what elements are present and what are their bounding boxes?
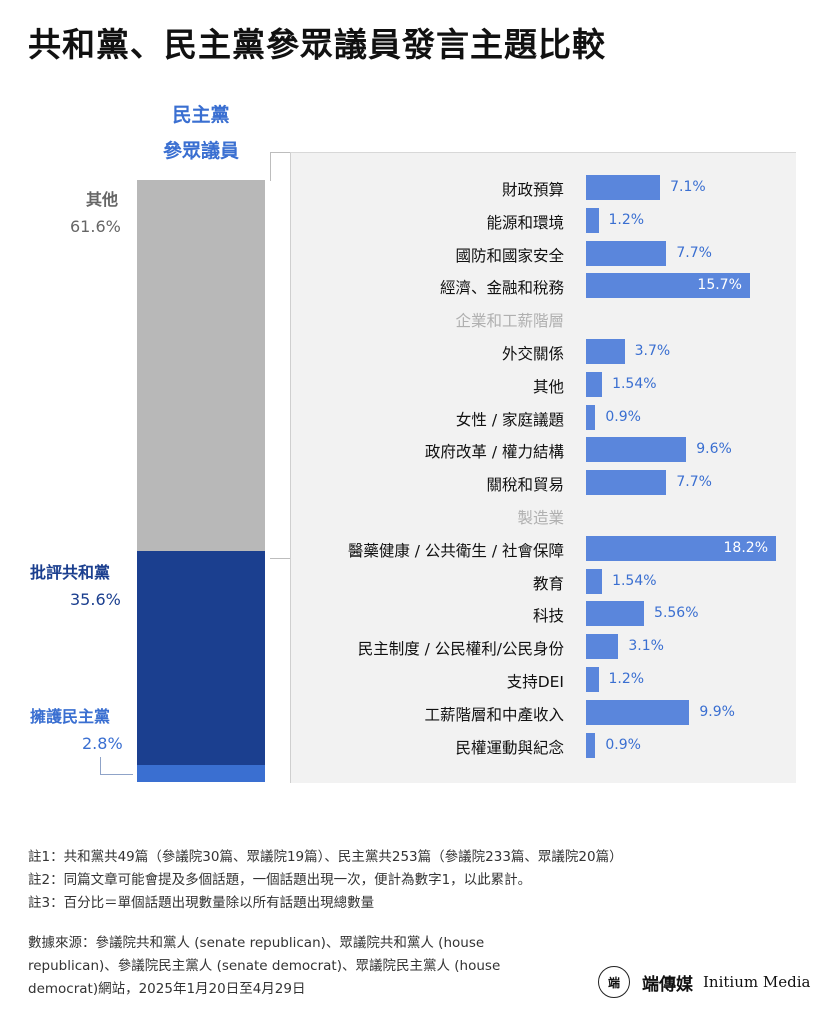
topic-value-12: 1.54%	[612, 572, 657, 589]
stack-segment-2	[137, 765, 265, 782]
topic-value-6: 1.54%	[612, 375, 657, 392]
topic-panel	[290, 152, 796, 783]
topic-bar-15	[586, 667, 599, 692]
topic-bar-9	[586, 470, 667, 496]
page-title: 共和黨、民主黨參眾議員發言主題比較	[28, 25, 606, 64]
topic-bar-2	[586, 240, 667, 266]
topic-label-4: 企業和工薪階層	[455, 312, 564, 331]
topic-label-10: 製造業	[517, 509, 564, 527]
logo-en-text: Initium Media	[703, 973, 811, 991]
topic-label-12: 教育	[532, 574, 564, 593]
topic-label-17: 民權運動與紀念	[455, 738, 564, 757]
logo-cn-text: 端傳媒	[642, 974, 693, 995]
topic-label-16: 工薪階層和中產收入	[424, 705, 564, 724]
topic-label-13: 科技	[532, 607, 564, 626]
stack-value-0: 61.6%	[70, 217, 121, 236]
initium-logo-icon: 端	[598, 966, 630, 998]
topic-value-0: 7.1%	[670, 179, 706, 195]
topic-value-17: 0.9%	[605, 736, 641, 753]
stack-bracket-2	[100, 757, 133, 775]
topic-value-3: 15.7%	[697, 277, 742, 294]
topic-label-7: 女性 / 家庭議題	[455, 410, 564, 429]
stack-value-1: 35.6%	[70, 589, 121, 609]
topic-label-2: 國防和國家安全	[455, 246, 564, 265]
stack-segment-0	[137, 180, 265, 551]
topic-label-0: 財政預算	[501, 181, 564, 199]
topic-bar-3	[586, 273, 750, 299]
topic-bar-12	[586, 568, 603, 594]
stack-segment-1	[137, 550, 265, 766]
notes: 註1：共和黨共49篇（參議院30篇、眾議院19篇）、民主黨共253篇（參議院23…	[28, 846, 623, 915]
topic-label-1: 能源和環境	[486, 213, 564, 232]
topic-bar-14	[586, 634, 619, 660]
connector-top	[270, 152, 291, 181]
topic-bar-11	[586, 535, 776, 561]
stack-label-2: 擁護民主黨	[30, 707, 111, 727]
stack-title-line2: 參眾議員	[162, 140, 239, 162]
topic-label-5: 外交關係	[501, 345, 564, 363]
topic-label-9: 關稅和貿易	[486, 476, 564, 495]
topic-value-13: 5.56%	[654, 605, 699, 622]
topic-bar-1	[586, 207, 599, 233]
topic-bar-6	[586, 371, 603, 397]
stack-label-1: 批評共和黨	[30, 562, 111, 582]
topic-bar-0	[586, 175, 661, 200]
brand-logo: 端 端傳媒 Initium Media	[598, 966, 810, 998]
topic-label-3: 經濟、金融和稅務	[439, 279, 564, 298]
topic-bar-7	[586, 404, 596, 430]
topic-bar-16	[586, 699, 690, 725]
topic-label-6: 其他	[532, 377, 564, 396]
topic-value-16: 9.9%	[699, 703, 735, 720]
stack-title-line1: 民主黨	[172, 104, 230, 126]
note-3: 註3：百分比＝單個話題出現數量除以所有話題出現總數量	[28, 895, 375, 911]
stack-value-2: 2.8%	[82, 734, 123, 754]
topic-value-7: 0.9%	[605, 408, 641, 425]
topic-value-5: 3.7%	[634, 343, 671, 359]
topic-bar-5	[586, 339, 625, 364]
topic-value-2: 7.7%	[676, 244, 712, 261]
data-source: 數據來源：參議院共和黨人 (senate republican)、眾議院共和黨人…	[28, 935, 501, 997]
topic-label-15: 支持DEI	[506, 673, 564, 691]
topic-label-11: 醫藥健康 / 公共衛生 / 社會保障	[347, 541, 564, 560]
topic-bar-17	[586, 732, 596, 758]
topic-bar-8	[586, 437, 687, 463]
topic-value-15: 1.2%	[608, 671, 645, 687]
topic-bar-13	[586, 601, 645, 627]
topic-label-14: 民主制度 / 公民權利/公民身份	[357, 640, 564, 659]
topic-label-8: 政府改革 / 權力結構	[424, 443, 564, 462]
topic-value-1: 1.2%	[608, 211, 645, 228]
connector-bottom	[270, 558, 290, 559]
topic-value-8: 9.6%	[696, 441, 732, 458]
topic-value-11: 18.2%	[723, 539, 768, 556]
stack-label-0: 其他	[86, 190, 119, 209]
note-1: 註1：共和黨共49篇（參議院30篇、眾議院19篇）、民主黨共253篇（參議院23…	[28, 849, 623, 865]
topic-value-14: 3.1%	[628, 638, 664, 655]
note-2: 註2：同篇文章可能會提及多個話題，一個話題出現一次，便計為數字1，以此累計。	[28, 872, 532, 888]
topic-value-9: 7.7%	[676, 474, 712, 491]
